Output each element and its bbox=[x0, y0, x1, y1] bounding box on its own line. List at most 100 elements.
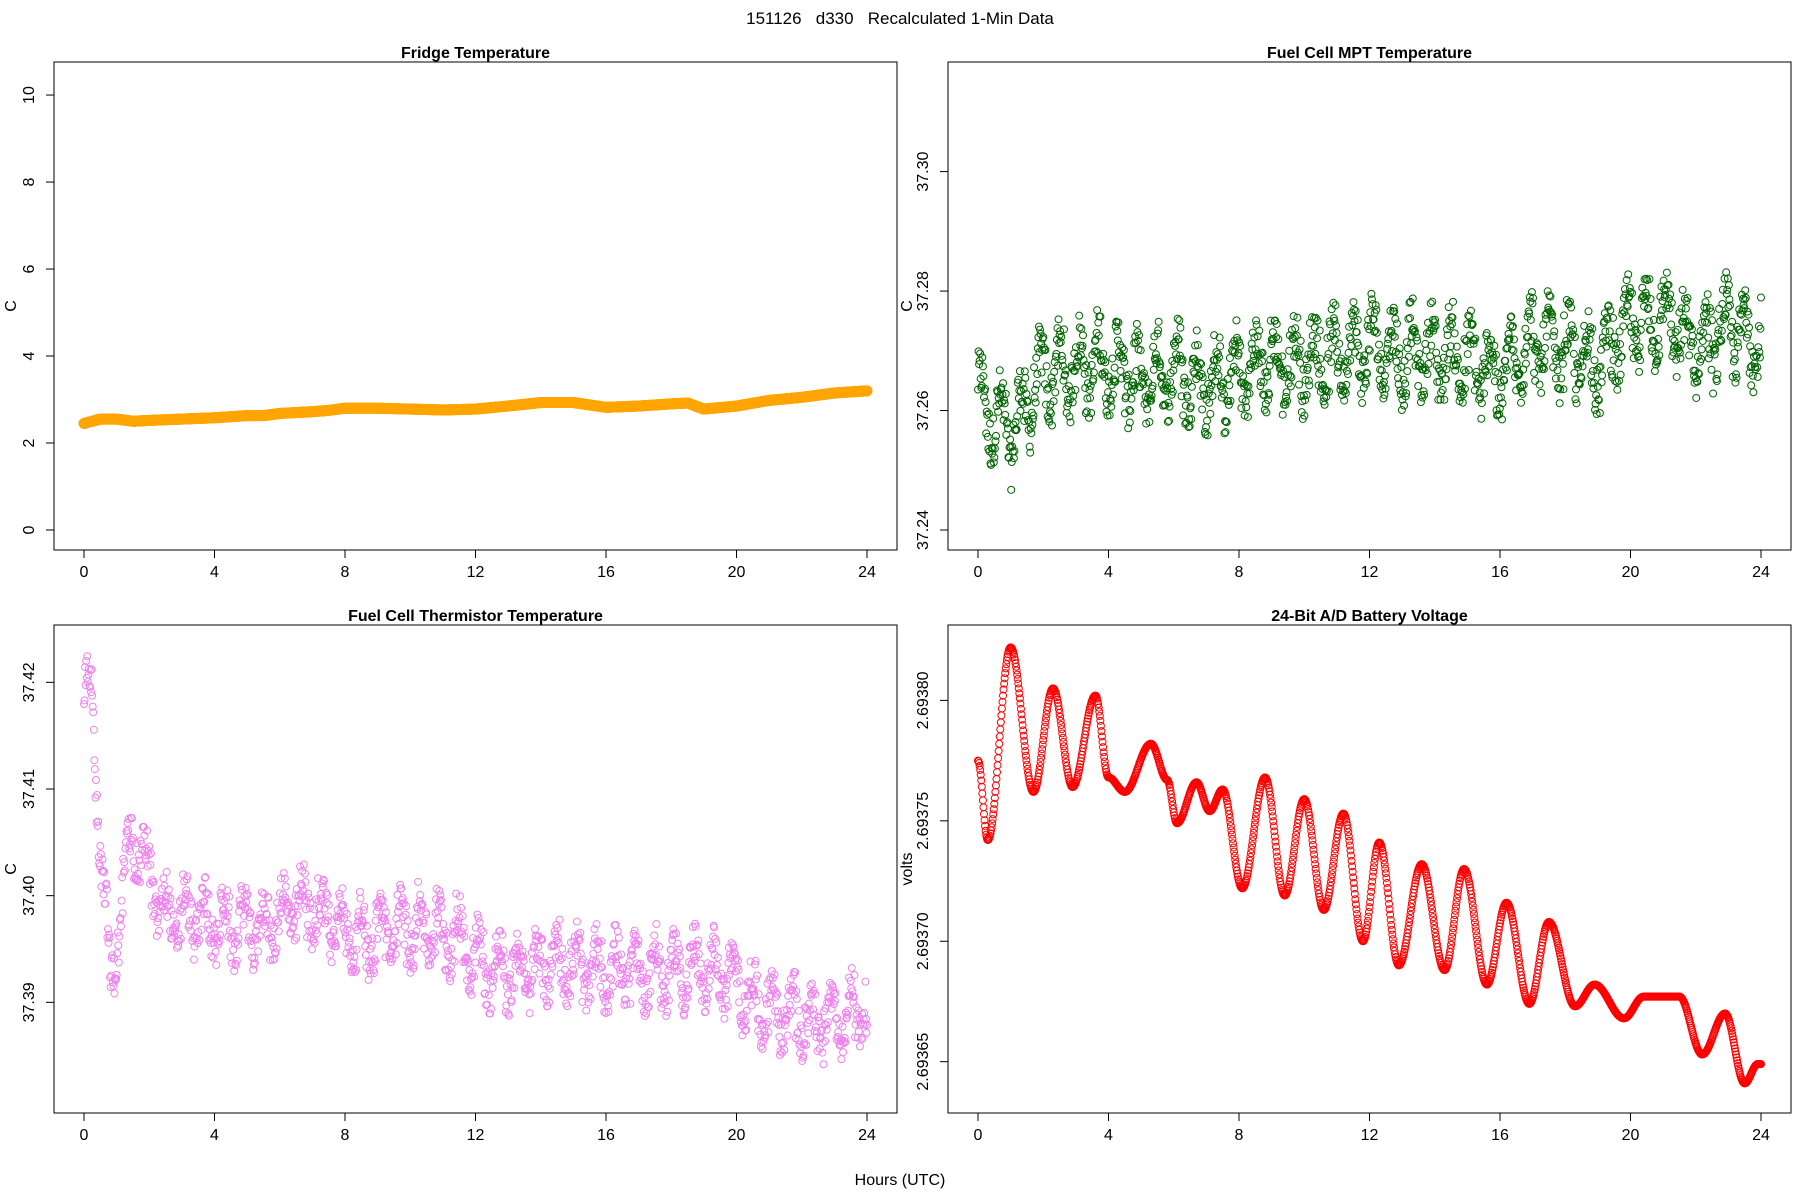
data-point bbox=[1120, 357, 1129, 366]
data-point bbox=[1107, 402, 1116, 411]
data-point bbox=[1216, 342, 1225, 351]
data-point bbox=[1056, 327, 1065, 336]
data-point bbox=[753, 971, 762, 980]
data-point bbox=[1666, 290, 1675, 299]
data-point bbox=[752, 997, 761, 1006]
data-point bbox=[997, 704, 1006, 713]
data-point bbox=[1192, 326, 1201, 335]
plot-frame bbox=[53, 61, 898, 551]
data-point bbox=[1178, 355, 1187, 364]
data-point bbox=[1059, 325, 1068, 334]
data-point bbox=[1214, 371, 1223, 380]
data-point bbox=[1704, 333, 1713, 342]
data-point bbox=[1753, 372, 1762, 381]
data-point bbox=[1001, 389, 1010, 398]
data-point bbox=[1173, 314, 1182, 323]
data-point bbox=[1193, 341, 1202, 350]
data-point bbox=[783, 1031, 792, 1040]
data-point bbox=[1724, 303, 1733, 312]
data-point bbox=[1180, 373, 1189, 382]
x-tick-label: 12 bbox=[467, 564, 485, 581]
data-point bbox=[995, 366, 1004, 375]
data-point bbox=[1400, 356, 1409, 365]
data-point bbox=[355, 887, 364, 896]
data-point bbox=[1139, 369, 1148, 378]
data-point bbox=[1043, 385, 1052, 394]
data-point bbox=[1031, 398, 1040, 407]
data-point bbox=[988, 444, 997, 453]
x-tick-label: 20 bbox=[1622, 1127, 1640, 1144]
data-point bbox=[1079, 331, 1088, 340]
data-point bbox=[996, 725, 1005, 734]
data-point bbox=[1285, 346, 1294, 355]
data-point bbox=[1174, 335, 1183, 344]
data-point bbox=[1100, 372, 1109, 381]
data-point bbox=[987, 444, 996, 453]
data-point bbox=[1635, 367, 1644, 376]
data-point bbox=[1156, 360, 1165, 369]
data-point bbox=[1164, 416, 1173, 425]
data-point bbox=[1668, 335, 1677, 344]
data-point bbox=[837, 1055, 846, 1064]
data-point bbox=[994, 407, 1003, 416]
data-point bbox=[1065, 412, 1074, 421]
y-tick-label: 2.69365 bbox=[915, 1033, 932, 1091]
data-point bbox=[1404, 352, 1413, 361]
panel-title: Fridge Temperature bbox=[401, 45, 550, 62]
data-point bbox=[1707, 365, 1716, 374]
data-point bbox=[1201, 423, 1210, 432]
data-point bbox=[1061, 370, 1070, 379]
x-tick-label: 8 bbox=[341, 1127, 350, 1144]
data-point bbox=[561, 965, 570, 974]
data-point bbox=[758, 1044, 767, 1053]
data-point bbox=[1358, 399, 1367, 408]
data-point bbox=[582, 1006, 591, 1015]
data-point bbox=[1278, 352, 1287, 361]
data-point bbox=[861, 385, 873, 397]
data-point bbox=[1049, 377, 1058, 386]
data-point bbox=[1344, 348, 1353, 357]
y-tick-label: 8 bbox=[21, 177, 38, 186]
data-point bbox=[1019, 385, 1028, 394]
data-point bbox=[1203, 416, 1212, 425]
data-point bbox=[1597, 378, 1606, 387]
data-point bbox=[1530, 368, 1539, 377]
data-point bbox=[1205, 398, 1214, 407]
data-point bbox=[1165, 402, 1174, 411]
x-tick-label: 0 bbox=[974, 564, 983, 581]
data-point bbox=[1359, 383, 1368, 392]
data-point bbox=[1177, 392, 1186, 401]
data-point bbox=[1681, 304, 1690, 313]
y-axis-label: C bbox=[899, 300, 916, 312]
data-point bbox=[1557, 374, 1566, 383]
data-point bbox=[1555, 399, 1564, 408]
y-tick-label: 2.69370 bbox=[915, 912, 932, 970]
data-point bbox=[174, 941, 183, 950]
data-point bbox=[1187, 415, 1196, 424]
data-point bbox=[1157, 372, 1166, 381]
data-point bbox=[1619, 322, 1628, 331]
data-point bbox=[981, 384, 990, 393]
data-point bbox=[1392, 319, 1401, 328]
data-point bbox=[1237, 404, 1246, 413]
data-point bbox=[1232, 316, 1241, 325]
data-point bbox=[992, 774, 1001, 783]
data-point bbox=[981, 398, 990, 407]
data-point bbox=[1659, 276, 1668, 285]
data-point bbox=[558, 944, 567, 953]
data-point bbox=[356, 894, 365, 903]
data-point bbox=[90, 756, 99, 765]
data-point bbox=[1613, 385, 1622, 394]
data-point bbox=[735, 998, 744, 1007]
data-point bbox=[1021, 373, 1030, 382]
x-tick-label: 24 bbox=[1752, 564, 1770, 581]
data-point bbox=[1147, 396, 1156, 405]
x-tick-label: 24 bbox=[858, 564, 876, 581]
data-point bbox=[1101, 358, 1110, 367]
data-point bbox=[1085, 385, 1094, 394]
data-point bbox=[843, 1006, 852, 1015]
data-point bbox=[1053, 361, 1062, 370]
data-point bbox=[211, 947, 220, 956]
data-point bbox=[1078, 341, 1087, 350]
data-point bbox=[1650, 367, 1659, 376]
